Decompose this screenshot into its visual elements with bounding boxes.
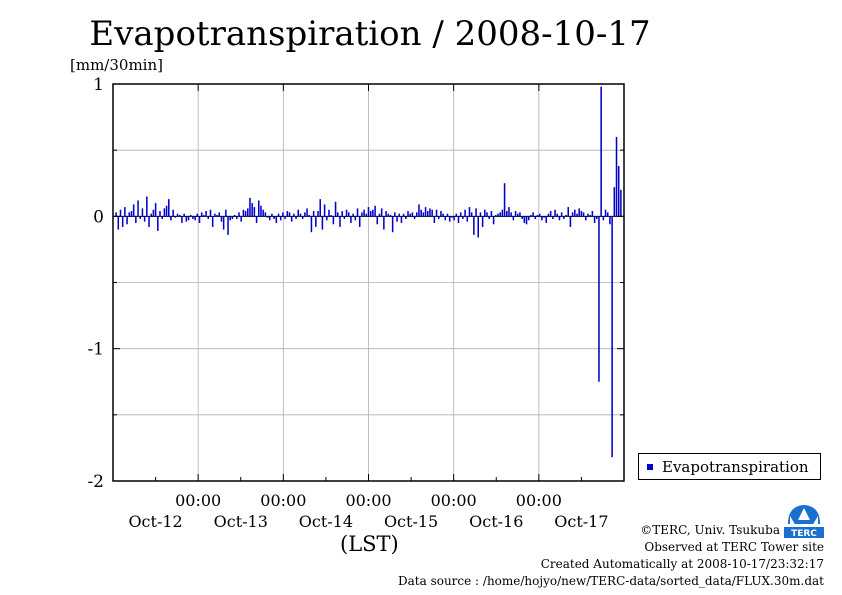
x-tick-time-label: 00:00 [345,491,391,510]
y-tick-label: -2 [87,472,104,492]
created-text: Created Automatically at 2008-10-17/23:3… [540,557,824,571]
x-tick-time-label: 00:00 [431,491,477,510]
copyright-text: ©TERC, Univ. Tsukuba [640,523,780,537]
legend-label: Evapotranspiration [662,457,809,476]
x-axis-label: (LST) [340,532,399,556]
x-day-label: Oct-16 [469,512,523,531]
y-tick-label: 0 [93,207,104,227]
x-tick-time-label: 00:00 [175,491,221,510]
y-axis-ticks: 1 0 -1 -2 [87,75,624,492]
logo-text: TERC [791,529,817,538]
x-day-label: Oct-12 [128,512,182,531]
y-axis-unit-label: [mm/30min] [70,56,163,74]
x-axis-ticks: 00:00 Oct-12 00:00 Oct-13 00:00 Oct-14 00:00 Oc… [128,84,609,531]
y-tick-label: 1 [93,75,104,95]
x-day-label: Oct-15 [384,512,438,531]
credits-block: ©TERC, Univ. Tsukuba Observed at TERC To… [398,522,824,590]
legend-swatch [647,463,653,470]
grid-lines [113,83,624,482]
x-day-label: Oct-17 [554,512,608,531]
terc-logo: TERC [784,502,824,538]
site-text: Observed at TERC Tower site [644,540,824,554]
bar-series-evapotranspiration [115,86,622,458]
chart-title: Evapotranspiration / 2008-10-17 [89,14,651,54]
x-tick-time-label: 00:00 [516,491,562,510]
legend: Evapotranspiration [638,453,821,480]
source-text: Data source : /home/hojyo/new/TERC-data/… [398,574,824,588]
x-day-label: Oct-13 [214,512,268,531]
x-tick-time-label: 00:00 [260,491,306,510]
x-day-label: Oct-14 [299,512,353,531]
y-tick-label: -1 [87,340,104,360]
